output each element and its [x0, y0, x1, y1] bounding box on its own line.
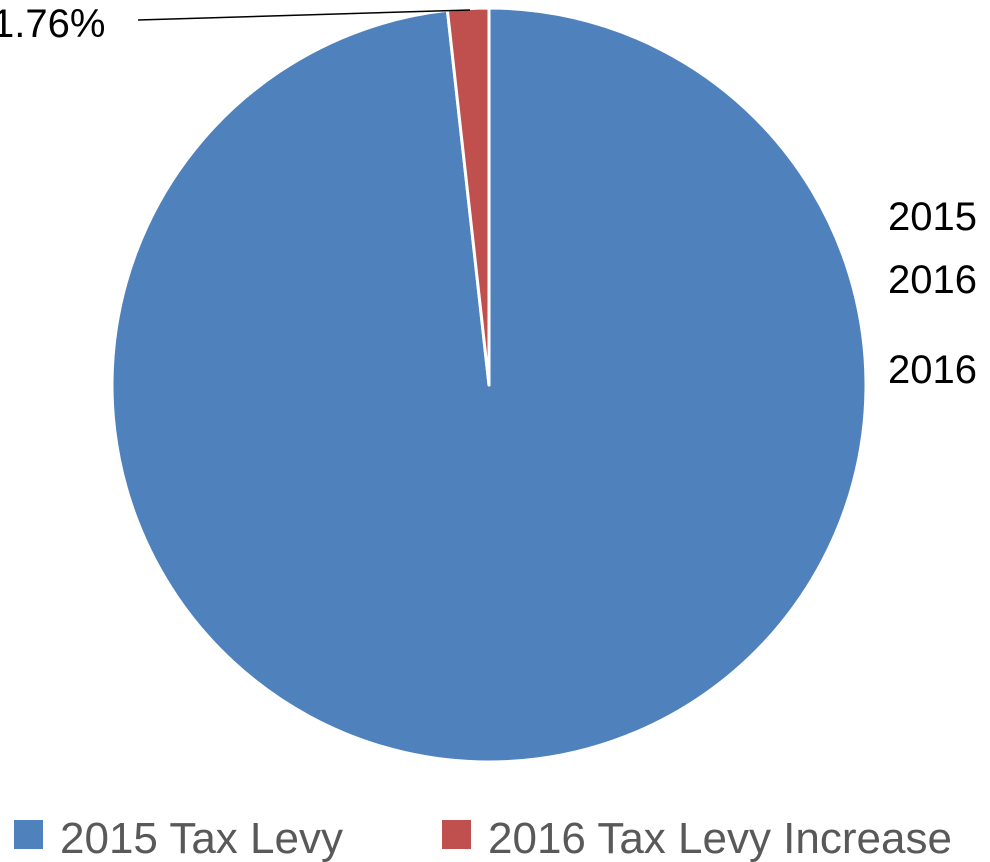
data-label-leader-line — [137, 9, 471, 21]
legend-swatch-2016-tax-levy-increase — [442, 820, 471, 849]
pie-slices — [110, 6, 868, 764]
legend-label-2015-tax-levy: 2015 Tax Levy — [60, 814, 343, 862]
side-text-2: 2016 — [888, 258, 977, 302]
side-text-3: 2016 — [888, 348, 977, 392]
side-text-1: 2015 — [888, 195, 977, 239]
legend-swatch-2015-tax-levy — [14, 820, 43, 849]
legend-label-2016-tax-levy-increase: 2016 Tax Levy Increase — [488, 814, 952, 862]
legend: 2015 Tax Levy 2016 Tax Levy Increase — [14, 814, 952, 862]
data-label-increase: 1.76% — [0, 2, 105, 46]
